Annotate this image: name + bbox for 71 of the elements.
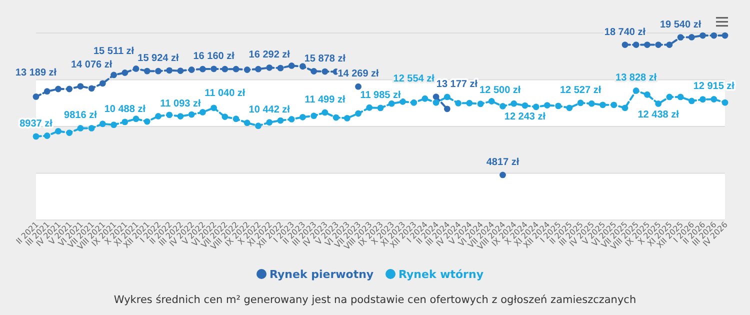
point: [244, 66, 250, 73]
point: [199, 66, 206, 72]
point: [444, 106, 450, 112]
data-label: 15 924 zł: [138, 53, 180, 64]
point: [66, 86, 73, 92]
point: [632, 42, 640, 48]
point: [355, 83, 362, 90]
data-label: 11 499 zł: [304, 94, 346, 106]
data-label: 19 540 zł: [660, 19, 702, 30]
data-label: 15 878 zł: [304, 54, 346, 65]
data-label: 14 076 zł: [70, 59, 112, 70]
point: [322, 68, 328, 75]
point: [677, 34, 684, 40]
text: Wykres średnich cen m² generowany jest na podstawie cen ofertowych z ogłoszeń zamieszczanych: [114, 294, 636, 306]
point: [432, 94, 440, 100]
data-label: 12 500 zł: [480, 85, 521, 96]
data-label: 15 511 zł: [93, 46, 134, 57]
point: [277, 64, 284, 72]
data-label: 12 554 zł: [393, 74, 435, 85]
point: [188, 66, 195, 73]
data-label: 12 915 zł: [693, 81, 735, 92]
data-label: 11 985 zł: [360, 90, 402, 101]
point: [666, 42, 673, 48]
point: [232, 66, 240, 72]
data-label: 8937 zł: [20, 118, 53, 130]
point: [88, 85, 95, 92]
point: [99, 80, 106, 87]
data-label: 4817 zł: [486, 156, 520, 168]
point: [77, 83, 84, 90]
data-label: 14 269 zł: [338, 68, 380, 80]
data-label: 10 488 zł: [104, 104, 146, 115]
point: [655, 42, 662, 48]
data-label: 11 093 zł: [160, 98, 201, 110]
point: [266, 64, 273, 71]
legend-label: Rynek pierwotny: [270, 268, 374, 281]
point: [122, 70, 128, 76]
legend-label: Rynek wtórny: [398, 268, 484, 281]
point: [110, 72, 117, 78]
data-label: 16 160 zł: [193, 50, 235, 62]
point: [644, 42, 650, 48]
point: [500, 172, 506, 178]
data-label: 13 189 zł: [15, 68, 57, 79]
point: [210, 66, 218, 72]
point: [55, 86, 62, 92]
data-label: 12 243 zł: [504, 112, 546, 123]
point: [710, 32, 718, 39]
point: [288, 62, 295, 69]
point: [700, 32, 706, 39]
point: [177, 68, 184, 74]
point: [32, 93, 40, 100]
data-label: 9816 zł: [64, 110, 98, 122]
point: [144, 68, 150, 74]
point: [300, 63, 306, 70]
point: [132, 66, 140, 72]
data-label: 12 527 zł: [560, 84, 602, 96]
point: [722, 32, 728, 39]
point: [166, 67, 173, 74]
data-label: 16 292 zł: [248, 50, 290, 61]
point: [622, 42, 628, 48]
point: [310, 68, 318, 74]
data-label: 13 177 zł: [436, 78, 478, 90]
point: [222, 66, 228, 72]
data-label: 18 740 zł: [604, 26, 646, 38]
point: [44, 88, 50, 95]
point: [155, 68, 162, 74]
data-label: 12 438 zł: [638, 110, 680, 121]
point: [255, 66, 262, 72]
point: [688, 34, 695, 40]
data-label: 11 040 zł: [204, 88, 246, 99]
data-label: 13 828 zł: [616, 72, 657, 84]
data-label: 10 442 zł: [248, 104, 290, 116]
